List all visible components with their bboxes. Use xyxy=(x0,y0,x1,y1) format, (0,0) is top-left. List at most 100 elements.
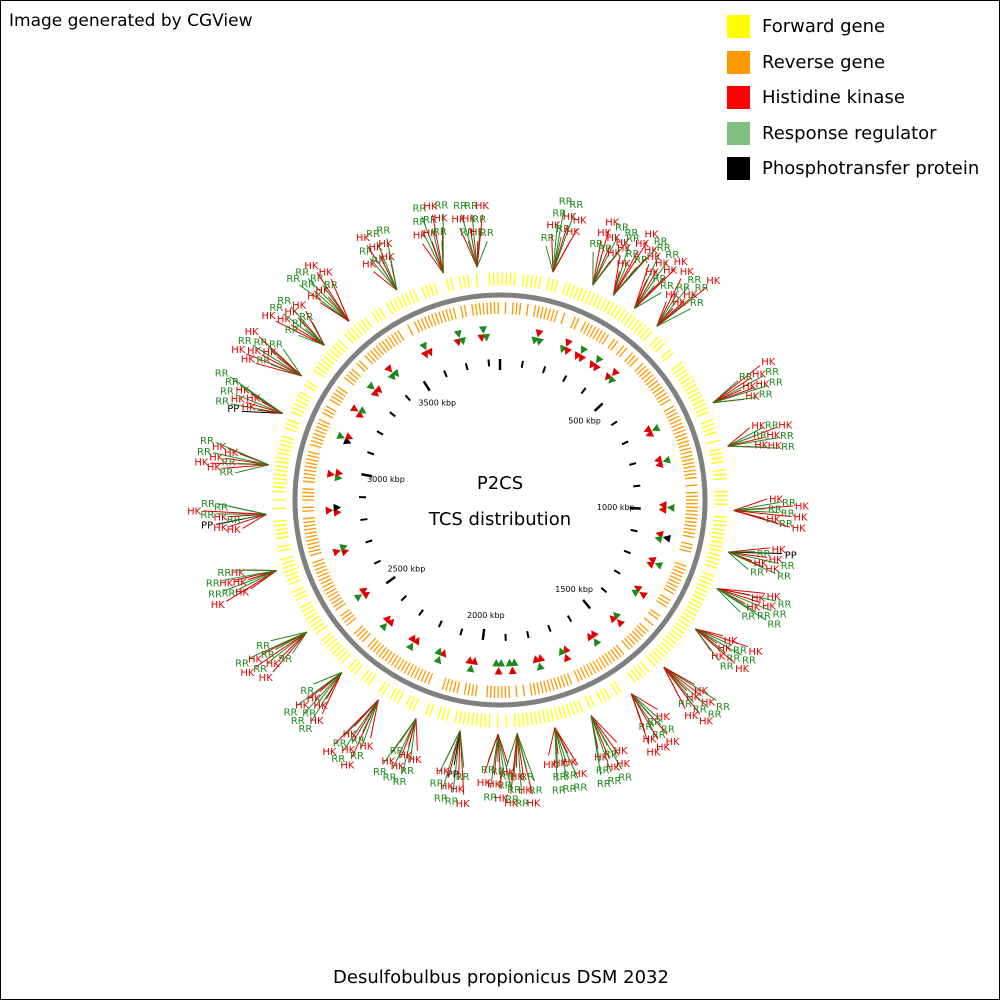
gene-mark xyxy=(393,689,401,702)
feature-leader-line xyxy=(727,445,780,449)
tcs-marker xyxy=(537,662,545,671)
legend-item-histidine-kinase: Histidine kinase xyxy=(727,80,979,116)
gene-mark xyxy=(302,480,315,483)
feature-label: RR xyxy=(695,283,709,294)
feature-leader-line xyxy=(415,718,418,751)
gene-mark xyxy=(306,541,319,546)
feature-leader-line xyxy=(552,228,578,273)
gene-mark xyxy=(427,315,434,327)
feature-leader-line xyxy=(242,513,267,529)
gene-mark xyxy=(680,450,693,456)
feature-label: RR xyxy=(780,431,794,442)
gene-mark xyxy=(677,439,690,445)
tcs-marker xyxy=(580,345,589,354)
gene-mark xyxy=(407,664,414,676)
legend-label-response-regulator: Response regulator xyxy=(762,122,937,144)
feature-label: RR xyxy=(563,771,577,782)
feature-label: RR xyxy=(657,243,671,254)
feature-leader-line xyxy=(467,240,478,268)
gene-mark xyxy=(309,443,322,449)
gene-mark xyxy=(708,447,722,453)
feature-label: RR xyxy=(660,281,674,292)
gene-mark xyxy=(305,461,318,466)
gene-mark xyxy=(588,694,596,708)
gene-mark xyxy=(273,477,287,481)
feature-label: HK xyxy=(398,751,413,762)
tcs-marker xyxy=(587,632,595,642)
feature-leader-line xyxy=(370,699,379,739)
gene-mark xyxy=(441,310,447,323)
feature-label: HK xyxy=(487,779,502,790)
feature-leader-line xyxy=(229,376,283,414)
feature-leader-line xyxy=(267,631,308,664)
tcs-marker xyxy=(382,615,391,624)
gene-mark xyxy=(566,673,573,685)
feature-leader-line xyxy=(476,241,488,268)
tcs-marker xyxy=(589,360,597,369)
gene-mark xyxy=(643,617,654,626)
gene-mark xyxy=(706,555,720,561)
gene-mark xyxy=(685,517,698,520)
gene-mark xyxy=(364,354,374,365)
feature-label: RR xyxy=(254,337,268,348)
legend-swatch-forward-gene xyxy=(727,15,750,39)
gene-mark xyxy=(488,272,491,286)
tcs-marker xyxy=(593,362,601,372)
gene-mark xyxy=(692,594,705,601)
feature-label: HK xyxy=(656,712,671,723)
gene-mark xyxy=(682,534,695,539)
kbp-tick xyxy=(367,451,375,456)
gene-mark xyxy=(706,439,720,445)
map-title-line2: TCS distribution xyxy=(428,509,571,530)
feature-leader-line xyxy=(728,547,770,553)
gene-mark xyxy=(630,319,640,331)
gene-mark xyxy=(697,582,710,590)
feature-leader-line xyxy=(516,733,523,795)
tcs-marker xyxy=(651,423,661,432)
kbp-tick xyxy=(418,609,424,616)
gene-mark xyxy=(610,649,619,660)
feature-label: RR xyxy=(481,765,495,776)
gene-mark xyxy=(381,649,390,660)
gene-mark xyxy=(620,311,629,324)
feature-label: HK xyxy=(235,588,250,599)
reverse-gene-marks xyxy=(302,302,698,698)
feature-label: HK xyxy=(680,267,695,278)
feature-label: HK xyxy=(209,452,224,463)
feature-label: RR xyxy=(256,641,270,652)
feature-leader-line xyxy=(270,631,307,642)
kbp-tick xyxy=(437,620,443,628)
gene-mark xyxy=(681,541,694,546)
tcs-marker xyxy=(433,655,442,665)
feature-label: RR xyxy=(782,498,796,509)
feature-label: HK xyxy=(766,592,781,603)
tcs-marker xyxy=(366,381,375,390)
gene-mark xyxy=(681,454,694,459)
gene-mark xyxy=(420,286,427,299)
feature-label: HK xyxy=(772,545,787,556)
feature-label: HK xyxy=(213,513,228,524)
gene-mark xyxy=(525,303,529,316)
gene-mark xyxy=(460,305,464,318)
gene-mark xyxy=(685,484,698,487)
gene-mark xyxy=(303,473,316,476)
feature-leader-line xyxy=(408,718,417,747)
gene-mark xyxy=(629,357,639,368)
feature-label: RR xyxy=(433,227,447,238)
feature-leader-line xyxy=(421,243,444,274)
feature-leader-line xyxy=(554,727,558,782)
gene-mark xyxy=(347,658,357,670)
feature-label: HK xyxy=(219,578,234,589)
tcs-marker xyxy=(335,468,344,477)
gene-mark xyxy=(536,305,540,318)
gene-mark xyxy=(348,371,359,381)
feature-label: HK xyxy=(616,238,631,249)
feature-label: HK xyxy=(563,212,578,223)
gene-mark xyxy=(569,702,576,716)
gene-mark xyxy=(668,415,680,422)
gene-mark xyxy=(704,563,718,569)
feature-label: PP xyxy=(227,404,239,415)
